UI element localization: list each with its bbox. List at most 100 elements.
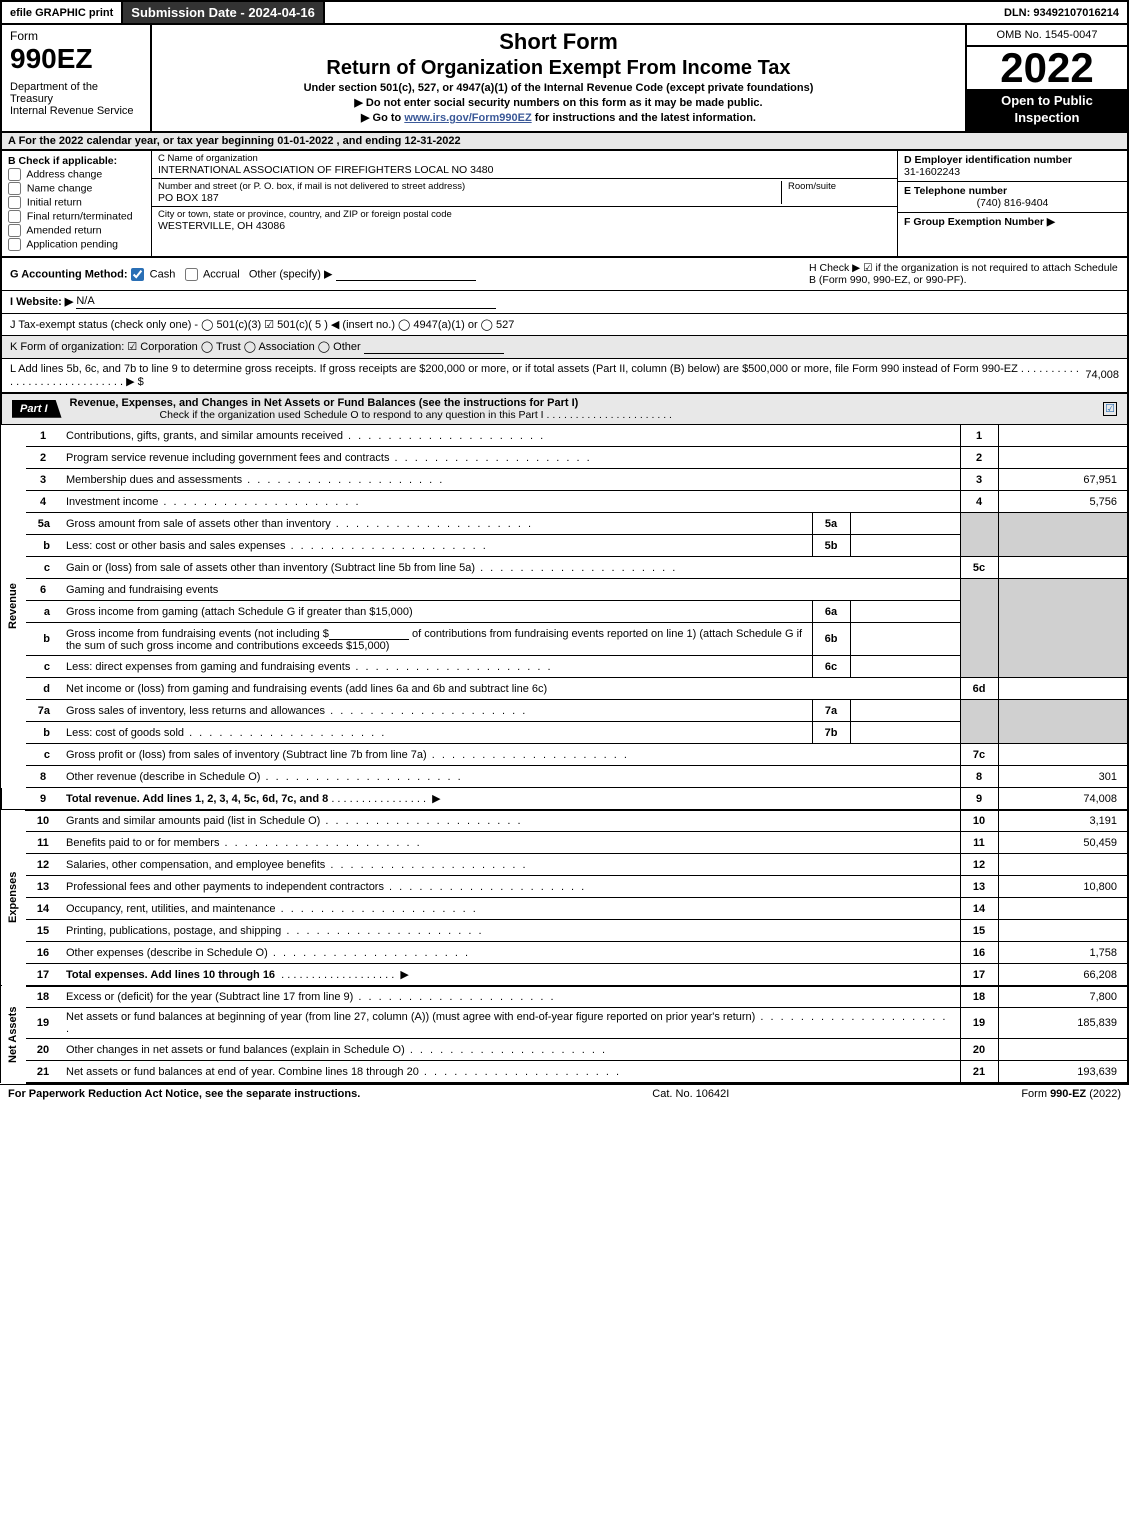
ln9-rnum: 9 bbox=[960, 788, 998, 810]
section-g-h: G Accounting Method: Cash Accrual Other … bbox=[0, 258, 1129, 291]
ln6b-boxval bbox=[850, 623, 960, 656]
footer-left: For Paperwork Reduction Act Notice, see … bbox=[8, 1088, 360, 1100]
ln7c-val bbox=[998, 744, 1128, 766]
part1-sub: Check if the organization used Schedule … bbox=[160, 409, 672, 421]
ln17-desc: Total expenses. Add lines 10 through 16 … bbox=[60, 964, 960, 986]
ln17-num: 17 bbox=[26, 964, 60, 986]
ln2-desc: Program service revenue including govern… bbox=[60, 447, 960, 469]
ln10-rnum: 10 bbox=[960, 810, 998, 832]
part1-header: Part I Revenue, Expenses, and Changes in… bbox=[0, 394, 1129, 425]
ln6-desc: Gaming and fundraising events bbox=[60, 579, 960, 601]
ln8-num: 8 bbox=[26, 766, 60, 788]
j-text: J Tax-exempt status (check only one) - ◯… bbox=[10, 318, 514, 331]
street: PO BOX 187 bbox=[158, 192, 781, 204]
ln5a-num: 5a bbox=[26, 513, 60, 535]
short-form-title: Short Form bbox=[160, 29, 957, 55]
ln16-rnum: 16 bbox=[960, 942, 998, 964]
label-group-exemption: F Group Exemption Number ▶ bbox=[904, 216, 1055, 228]
ln13-rnum: 13 bbox=[960, 876, 998, 898]
footer-catno: Cat. No. 10642I bbox=[360, 1088, 1021, 1100]
chk-amended-return[interactable]: Amended return bbox=[8, 224, 145, 237]
ln5a-desc: Gross amount from sale of assets other t… bbox=[60, 513, 812, 535]
ln14-num: 14 bbox=[26, 898, 60, 920]
chk-application-pending[interactable]: Application pending bbox=[8, 238, 145, 251]
lines-table: Revenue 1 Contributions, gifts, grants, … bbox=[0, 425, 1129, 1084]
ln5b-num: b bbox=[26, 535, 60, 557]
chk-address-change[interactable]: Address change bbox=[8, 168, 145, 181]
label-phone: E Telephone number bbox=[904, 185, 1007, 197]
chk-final-return[interactable]: Final return/terminated bbox=[8, 210, 145, 223]
org-name: INTERNATIONAL ASSOCIATION OF FIREFIGHTER… bbox=[158, 164, 891, 176]
ln6c-desc: Less: direct expenses from gaming and fu… bbox=[60, 656, 812, 678]
ln1-rnum: 1 bbox=[960, 425, 998, 447]
ln6c-boxval bbox=[850, 656, 960, 678]
part1-title: Revenue, Expenses, and Changes in Net As… bbox=[62, 394, 1099, 424]
label-city: City or town, state or province, country… bbox=[158, 209, 891, 220]
top-bar: efile GRAPHIC print Submission Date - 20… bbox=[0, 0, 1129, 25]
ln16-desc: Other expenses (describe in Schedule O) bbox=[60, 942, 960, 964]
ln6a-num: a bbox=[26, 601, 60, 623]
ln7a-num: 7a bbox=[26, 700, 60, 722]
chk-accrual[interactable] bbox=[185, 268, 198, 281]
sub3-pre: ▶ Go to bbox=[361, 112, 404, 124]
ln11-rnum: 11 bbox=[960, 832, 998, 854]
section-def: D Employer identification number 31-1602… bbox=[897, 151, 1127, 256]
k-text: K Form of organization: ☑ Corporation ◯ … bbox=[10, 340, 361, 353]
side-net-assets: Net Assets bbox=[1, 986, 26, 1083]
chk-schedule-o[interactable]: ☑ bbox=[1103, 402, 1117, 416]
section-i: I Website: ▶ N/A bbox=[0, 291, 1129, 314]
label-street: Number and street (or P. O. box, if mail… bbox=[158, 181, 781, 192]
efile-print[interactable]: efile GRAPHIC print bbox=[2, 2, 123, 23]
footer-right: Form 990-EZ (2022) bbox=[1021, 1088, 1121, 1100]
i-label: I Website: ▶ bbox=[10, 295, 73, 308]
l-val: 74,008 bbox=[1085, 369, 1119, 381]
ln6a-boxval bbox=[850, 601, 960, 623]
ln18-val: 7,800 bbox=[998, 986, 1128, 1008]
chk-initial-return[interactable]: Initial return bbox=[8, 196, 145, 209]
subtitle-2: ▶ Do not enter social security numbers o… bbox=[160, 96, 957, 109]
ln7-gray bbox=[960, 700, 998, 744]
ln1-val bbox=[998, 425, 1128, 447]
ln20-desc: Other changes in net assets or fund bala… bbox=[60, 1039, 960, 1061]
ln6d-val bbox=[998, 678, 1128, 700]
l-text: L Add lines 5b, 6c, and 7b to line 9 to … bbox=[10, 363, 1082, 388]
part1-badge: Part I bbox=[12, 400, 62, 418]
ln6b-num: b bbox=[26, 623, 60, 656]
side-expenses: Expenses bbox=[1, 810, 26, 986]
g-other: Other (specify) ▶ bbox=[249, 268, 333, 280]
section-a: A For the 2022 calendar year, or tax yea… bbox=[0, 133, 1129, 151]
ln5a-box: 5a bbox=[812, 513, 850, 535]
ln7-grayval bbox=[998, 700, 1128, 744]
ln6d-desc: Net income or (loss) from gaming and fun… bbox=[60, 678, 960, 700]
ln7a-desc: Gross sales of inventory, less returns a… bbox=[60, 700, 812, 722]
ln6d-rnum: 6d bbox=[960, 678, 998, 700]
irs-link[interactable]: www.irs.gov/Form990EZ bbox=[404, 112, 531, 124]
ln4-val: 5,756 bbox=[998, 491, 1128, 513]
chk-cash[interactable] bbox=[131, 268, 144, 281]
ln6-grayval bbox=[998, 579, 1128, 678]
ln15-val bbox=[998, 920, 1128, 942]
ln19-val: 185,839 bbox=[998, 1008, 1128, 1039]
ln10-val: 3,191 bbox=[998, 810, 1128, 832]
ln6b-desc: Gross income from fundraising events (no… bbox=[60, 623, 812, 656]
ln12-num: 12 bbox=[26, 854, 60, 876]
ln5c-desc: Gain or (loss) from sale of assets other… bbox=[60, 557, 960, 579]
phone: (740) 816-9404 bbox=[904, 197, 1121, 209]
ln1-desc: Contributions, gifts, grants, and simila… bbox=[60, 425, 960, 447]
dln: DLN: 93492107016214 bbox=[996, 2, 1127, 23]
ln15-desc: Printing, publications, postage, and shi… bbox=[60, 920, 960, 942]
open-to-public: Open to Public Inspection bbox=[967, 89, 1127, 131]
ln19-rnum: 19 bbox=[960, 1008, 998, 1039]
label-org-name: C Name of organization bbox=[158, 153, 891, 164]
ln18-num: 18 bbox=[26, 986, 60, 1008]
ln13-desc: Professional fees and other payments to … bbox=[60, 876, 960, 898]
page-footer: For Paperwork Reduction Act Notice, see … bbox=[0, 1084, 1129, 1103]
ln20-val bbox=[998, 1039, 1128, 1061]
side-revenue: Revenue bbox=[1, 425, 26, 788]
ln14-rnum: 14 bbox=[960, 898, 998, 920]
ln17-val: 66,208 bbox=[998, 964, 1128, 986]
chk-name-change[interactable]: Name change bbox=[8, 182, 145, 195]
ln6-gray bbox=[960, 579, 998, 678]
ln5b-boxval bbox=[850, 535, 960, 557]
section-g: G Accounting Method: Cash Accrual Other … bbox=[10, 267, 476, 281]
